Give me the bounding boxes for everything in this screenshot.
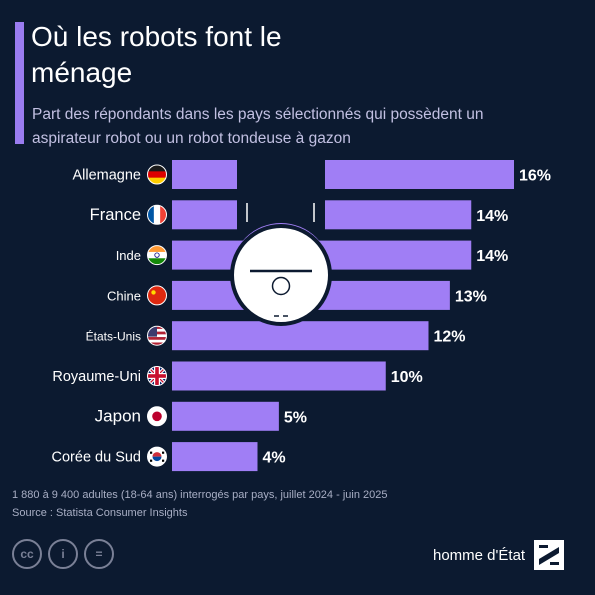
south-korea-flag <box>147 446 167 467</box>
category-label-0: Allemagne <box>72 168 141 184</box>
value-label-4: 12% <box>434 329 466 346</box>
value-label-3: 13% <box>455 288 487 305</box>
by-person-icon: i <box>48 539 78 569</box>
category-label-1: France <box>90 206 141 224</box>
chart-title: Où les robots font le ménage <box>31 21 282 88</box>
france-flag <box>147 204 167 225</box>
value-label-6: 5% <box>284 409 307 426</box>
brand-logo-icon <box>534 540 565 570</box>
category-label-3: Chine <box>107 288 141 303</box>
value-label-0: 16% <box>519 168 551 185</box>
value-label-1: 14% <box>476 208 508 225</box>
title-accent-bar <box>15 22 24 144</box>
category-label-5: Royaume-Uni <box>52 369 141 385</box>
china-flag <box>147 285 167 306</box>
license-icons: cc i = <box>12 539 114 569</box>
bar-5 <box>172 361 386 391</box>
value-label-7: 4% <box>263 450 286 467</box>
value-label-2: 14% <box>476 248 508 265</box>
germany-flag <box>147 164 167 185</box>
cc-icon: cc <box>12 539 42 569</box>
robot-vacuum-icon <box>230 160 332 326</box>
japan-flag <box>147 406 167 427</box>
category-label-7: Corée du Sud <box>52 450 141 466</box>
category-label-4: États-Unis <box>86 329 141 344</box>
value-label-5: 10% <box>391 369 423 386</box>
usa-flag <box>147 325 167 346</box>
category-label-2: Inde <box>116 248 141 263</box>
brand-name: homme d'État <box>433 546 526 564</box>
bar-6 <box>172 401 279 431</box>
bar-0 <box>172 160 514 189</box>
uk-flag <box>147 366 167 386</box>
bar-7 <box>172 442 258 472</box>
equals-icon: = <box>84 539 114 569</box>
source-text: Source : Statista Consumer Insights <box>12 507 188 519</box>
brand: homme d'État <box>433 540 565 570</box>
survey-note: 1 880 à 9 400 adultes (18-64 ans) interr… <box>12 489 388 501</box>
india-flag <box>147 245 167 266</box>
bar-chart: Allemagne 16% France 14% Inde 14% Chine 13% État… <box>52 160 551 472</box>
category-label-6: Japon <box>95 406 141 425</box>
chart-subtitle: Part des répondants dans les pays sélect… <box>32 106 484 147</box>
bar-4 <box>172 321 429 351</box>
